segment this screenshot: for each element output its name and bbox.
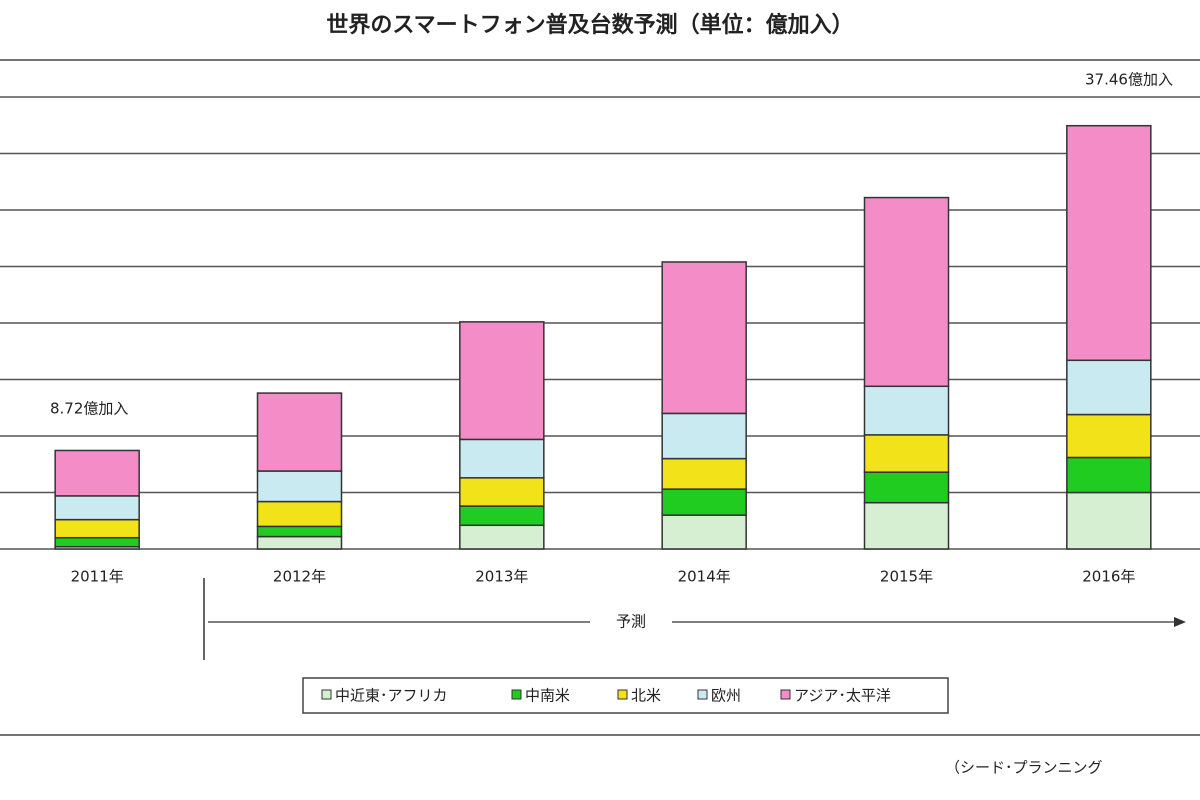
x-tick-label: 2011年 xyxy=(71,568,124,586)
x-tick-label: 2013年 xyxy=(475,568,528,586)
x-tick-label: 2015年 xyxy=(880,568,933,586)
bar-segment xyxy=(1066,491,1152,550)
legend-swatch xyxy=(617,689,628,700)
source: （シード･プランニング xyxy=(945,759,1103,777)
x-tick-label: 2012年 xyxy=(273,568,326,586)
legend-label: 北米 xyxy=(631,687,661,705)
annotation: 37.46億加入 xyxy=(1085,71,1173,89)
legend-label: 中南米 xyxy=(525,687,570,705)
legend-label: アジア･太平洋 xyxy=(794,687,891,705)
bar-segment xyxy=(459,321,545,441)
x-tick-label: 2016年 xyxy=(1082,568,1135,586)
bar-segment xyxy=(256,500,343,528)
bar-segment xyxy=(256,535,343,550)
bar-segment xyxy=(661,412,747,460)
bar-segment xyxy=(661,514,747,550)
legend-swatch xyxy=(780,689,791,700)
legend-swatch xyxy=(321,689,332,700)
bar-segment xyxy=(661,488,747,516)
bar-segment xyxy=(1066,359,1152,416)
bar-segment xyxy=(54,518,140,539)
arrow-head xyxy=(1174,617,1186,627)
bar-segment xyxy=(459,477,545,507)
bar-segment xyxy=(1066,413,1152,459)
legend-label: 欧州 xyxy=(711,687,741,705)
bar-segment xyxy=(863,501,950,550)
bar-segment xyxy=(256,470,343,503)
bar-segment xyxy=(1066,124,1152,362)
forecast-label: 予測 xyxy=(616,613,646,631)
legend-label: 中近東･アフリカ xyxy=(335,687,448,705)
bar-segment xyxy=(863,196,950,388)
legend-swatch xyxy=(511,689,522,700)
bar-segment xyxy=(863,434,950,473)
bar-segment xyxy=(459,505,545,527)
x-tick-label: 2014年 xyxy=(678,568,731,586)
chart-title: 世界のスマートフォン普及台数予測（単位：億加入） xyxy=(326,12,853,38)
annotation: 8.72億加入 xyxy=(50,400,128,418)
bar-segment xyxy=(661,261,747,415)
bar-segment xyxy=(661,457,747,490)
bar-segment xyxy=(256,525,343,538)
bar-segment xyxy=(54,536,140,548)
bar-segment xyxy=(863,385,950,436)
bar-segment xyxy=(54,495,140,521)
bar-segment xyxy=(459,524,545,550)
bar-segment xyxy=(256,392,343,472)
bar-segment xyxy=(863,471,950,504)
legend-swatch xyxy=(697,689,708,700)
bar-segment xyxy=(54,449,140,497)
bar-segment xyxy=(1066,456,1152,494)
bar-segment xyxy=(459,438,545,479)
